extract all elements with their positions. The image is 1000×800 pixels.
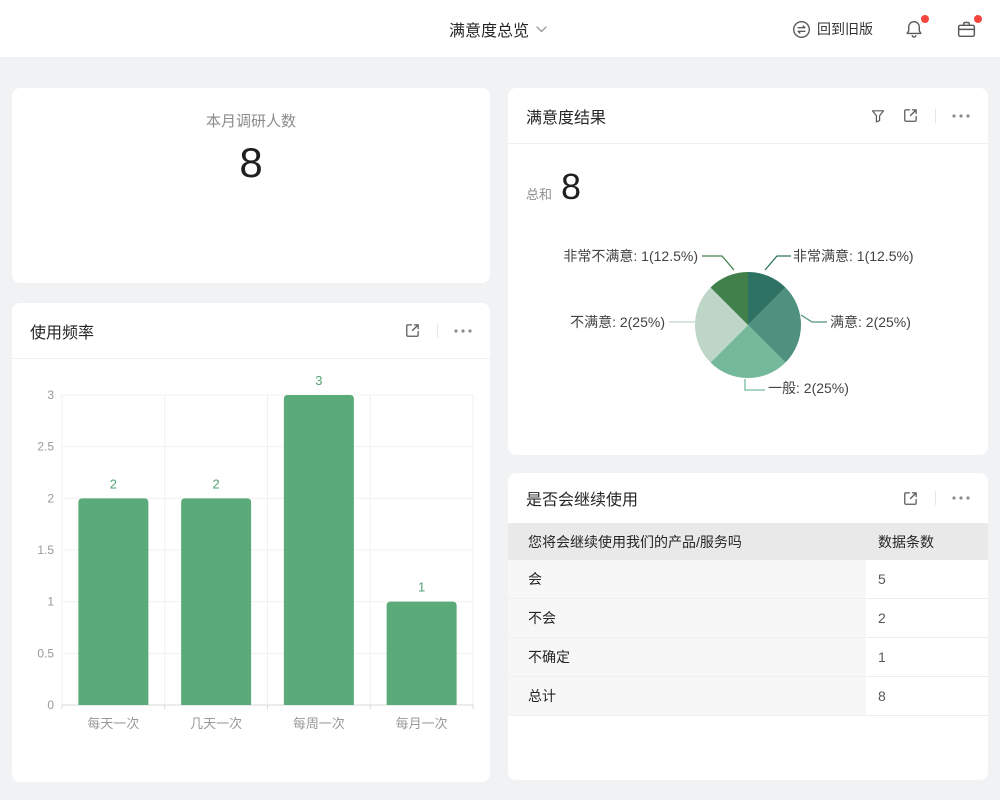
y-axis-tick-label: 1 — [47, 595, 54, 609]
bar-chart-bar[interactable] — [181, 498, 252, 705]
filter-icon[interactable] — [870, 108, 886, 124]
more-icon[interactable] — [952, 113, 970, 118]
table-header-question: 您将会继续使用我们的产品/服务吗 — [528, 533, 742, 550]
sum-value: 8 — [561, 166, 582, 207]
pie-label: 满意: 2(25%) — [830, 314, 911, 330]
bar-value-label: 2 — [213, 476, 220, 491]
satisfaction-sum: 总和 8 — [526, 166, 988, 208]
bar-value-label: 1 — [418, 580, 425, 595]
notification-badge — [921, 14, 929, 23]
header-actions: 回到旧版 — [792, 0, 982, 58]
pie-label-line — [702, 255, 735, 271]
more-icon[interactable] — [952, 496, 970, 500]
satisfaction-card-actions — [870, 107, 970, 124]
table-cell-count: 8 — [868, 677, 988, 716]
table-row: 不确定 1 — [508, 638, 988, 677]
table-body: 会 5 不会 2 不确定 1 总计 8 — [508, 560, 988, 716]
more-icon[interactable] — [454, 328, 472, 333]
chevron-down-icon — [536, 25, 547, 32]
sum-label: 总和 — [526, 187, 553, 202]
x-axis-category-label: 每周一次 — [293, 716, 345, 731]
satisfaction-card-header: 满意度结果 — [508, 88, 988, 144]
bell-icon — [906, 20, 922, 38]
satisfaction-card-title: 满意度结果 — [526, 109, 607, 127]
workbench-badge — [974, 14, 982, 23]
pie-label: 不满意: 2(25%) — [570, 314, 665, 330]
pie-slice[interactable] — [710, 272, 748, 325]
table-cell-answer: 不确定 — [508, 638, 868, 677]
table-cell-answer: 不会 — [508, 599, 868, 638]
actions-divider — [437, 323, 438, 338]
y-axis-tick-label: 1.5 — [37, 543, 54, 557]
bar-chart-bar[interactable] — [78, 498, 149, 705]
pie-label-line — [800, 314, 827, 323]
pie-slice[interactable] — [748, 272, 786, 325]
table-row: 总计 8 — [508, 677, 988, 716]
monthly-respondents-title: 本月调研人数 — [205, 113, 296, 130]
top-header: 满意度总览 回到旧版 — [0, 0, 1000, 58]
monthly-respondents-value: 8 — [239, 139, 263, 186]
table-cell-answer: 总计 — [508, 677, 868, 716]
export-icon[interactable] — [404, 322, 421, 339]
pie-slice[interactable] — [748, 287, 802, 363]
table-row: 不会 2 — [508, 599, 988, 638]
page-title: 满意度总览 — [449, 23, 530, 40]
bar-chart-bar[interactable] — [283, 395, 354, 705]
pie-label-line — [764, 255, 791, 271]
y-axis-tick-label: 0 — [47, 698, 54, 712]
notifications-button[interactable] — [903, 14, 929, 41]
usage-frequency-card-title: 使用频率 — [30, 324, 95, 342]
pie-label: 一般: 2(25%) — [768, 380, 849, 396]
export-icon[interactable] — [902, 107, 919, 124]
table-header-row: 您将会继续使用我们的产品/服务吗 数据条数 — [508, 523, 988, 560]
table-cell-count: 1 — [868, 638, 988, 677]
continue-card-actions — [902, 490, 970, 507]
usage-card-actions — [404, 322, 472, 339]
x-axis-category-label: 每月一次 — [396, 716, 448, 731]
usage-frequency-card-header: 使用频率 — [12, 303, 490, 359]
bar-value-label: 3 — [315, 373, 322, 388]
actions-divider — [935, 108, 936, 123]
pie-slice[interactable] — [694, 287, 748, 363]
back-to-old-version-label: 回到旧版 — [817, 21, 873, 37]
x-axis-category-label: 几天一次 — [190, 716, 242, 731]
bar-value-label: 2 — [110, 476, 117, 491]
actions-divider — [935, 491, 936, 505]
continue-card-header: 是否会继续使用 — [508, 473, 988, 523]
pie-label-line — [744, 379, 765, 391]
continue-usage-card: 是否会继续使用 您将会继续使用我们的产品/服务吗 数据条数 会 5 不会 2 不确定 1 总… — [508, 473, 988, 780]
bar-chart-bar[interactable] — [386, 601, 457, 705]
table-cell-count: 2 — [868, 599, 988, 638]
satisfaction-pie-chart: 非常满意: 1(12.5%) 满意: 2(25%) 一般: 2(25%) 不满意: 2… — [563, 248, 914, 396]
table-header-count: 数据条数 — [878, 533, 934, 550]
switch-version-icon — [793, 20, 810, 38]
briefcase-icon — [957, 21, 976, 37]
y-axis-tick-label: 0.5 — [37, 646, 54, 660]
continue-card-title: 是否会继续使用 — [526, 492, 639, 509]
continue-usage-table: 您将会继续使用我们的产品/服务吗 数据条数 会 5 不会 2 不确定 1 总计 8 — [508, 523, 988, 716]
pie-label: 非常满意: 1(12.5%) — [793, 248, 914, 264]
usage-frequency-bar-chart: 0 0.5 1 1.5 2 2.5 3 2 每天一次 2 几天一次 3 每周一次 1 每月一次 — [37, 373, 474, 731]
y-axis-tick-label: 2.5 — [37, 440, 54, 454]
monthly-respondents-card: 本月调研人数 8 — [12, 88, 490, 283]
x-axis-category-label: 每天一次 — [87, 716, 139, 731]
workbench-button[interactable] — [955, 14, 982, 41]
pie-label: 非常不满意: 1(12.5%) — [563, 248, 698, 264]
export-icon[interactable] — [902, 490, 919, 507]
usage-frequency-card: 使用频率 0 0.5 1 1.5 2 2.5 3 2 每天一次 2 几天一次 3 每周一次 1 每月一次 — [12, 303, 490, 782]
table-cell-count: 5 — [868, 560, 988, 599]
pie-slice[interactable] — [710, 325, 786, 379]
page-title-dropdown[interactable]: 满意度总览 — [449, 0, 547, 58]
y-axis-tick-label: 3 — [47, 388, 54, 402]
table-cell-answer: 会 — [508, 560, 868, 599]
y-axis-tick-label: 2 — [47, 491, 54, 505]
back-to-old-version-button[interactable]: 回到旧版 — [792, 19, 873, 39]
satisfaction-result-card: 满意度结果 总和 8 非常满意: 1(12.5% — [508, 88, 988, 455]
